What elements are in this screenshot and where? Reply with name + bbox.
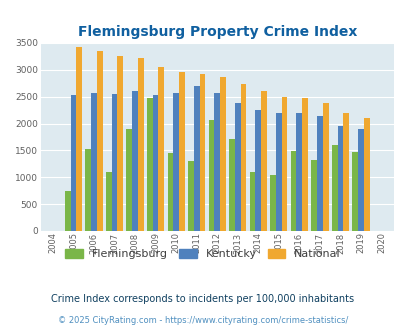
Bar — [270, 175, 275, 231]
Bar — [255, 110, 260, 231]
Bar — [352, 152, 357, 231]
Bar — [357, 129, 363, 231]
Bar — [228, 139, 234, 231]
Text: © 2025 CityRating.com - https://www.cityrating.com/crime-statistics/: © 2025 CityRating.com - https://www.city… — [58, 316, 347, 325]
Bar — [208, 120, 214, 231]
Bar — [322, 103, 328, 231]
Bar — [220, 77, 225, 231]
Bar — [70, 95, 76, 231]
Bar — [249, 172, 255, 231]
Bar — [188, 161, 193, 231]
Bar — [97, 51, 102, 231]
Bar — [193, 86, 199, 231]
Bar — [152, 95, 158, 231]
Title: Flemingsburg Property Crime Index: Flemingsburg Property Crime Index — [77, 25, 356, 39]
Bar — [158, 67, 164, 231]
Bar — [275, 113, 281, 231]
Bar — [65, 191, 70, 231]
Bar — [363, 117, 369, 231]
Legend: Flemingsburg, Kentucky, National: Flemingsburg, Kentucky, National — [60, 244, 345, 263]
Bar — [316, 116, 322, 231]
Bar — [76, 47, 82, 231]
Bar — [167, 153, 173, 231]
Bar — [126, 129, 132, 231]
Bar — [260, 91, 266, 231]
Bar — [337, 126, 343, 231]
Bar — [296, 113, 301, 231]
Bar — [281, 97, 287, 231]
Bar — [290, 151, 296, 231]
Bar — [147, 98, 152, 231]
Bar — [91, 93, 97, 231]
Bar — [301, 98, 307, 231]
Bar — [106, 172, 111, 231]
Bar — [240, 84, 246, 231]
Bar — [234, 103, 240, 231]
Bar — [173, 93, 179, 231]
Bar — [85, 149, 91, 231]
Bar — [117, 56, 123, 231]
Text: Crime Index corresponds to incidents per 100,000 inhabitants: Crime Index corresponds to incidents per… — [51, 294, 354, 304]
Bar — [132, 91, 138, 231]
Bar — [311, 159, 316, 231]
Bar — [179, 73, 184, 231]
Bar — [343, 113, 348, 231]
Bar — [331, 145, 337, 231]
Bar — [199, 74, 205, 231]
Bar — [111, 94, 117, 231]
Bar — [138, 58, 143, 231]
Bar — [214, 93, 220, 231]
